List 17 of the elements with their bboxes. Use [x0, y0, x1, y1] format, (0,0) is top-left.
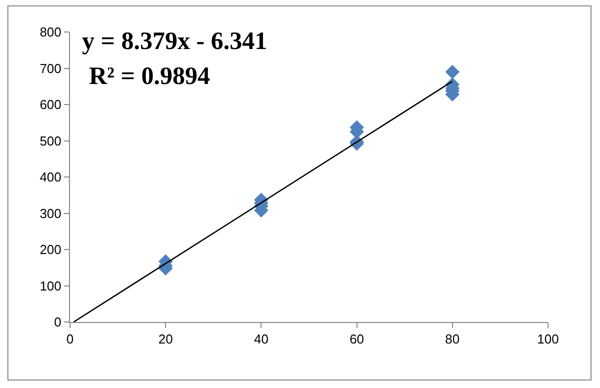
y-tick-label: 300 — [40, 206, 62, 221]
y-tick-label: 700 — [40, 60, 62, 76]
y-tick-label: 800 — [40, 24, 62, 40]
y-tick-label: 100 — [40, 278, 62, 294]
x-tick-label: 40 — [254, 332, 268, 347]
x-tick-label: 20 — [158, 332, 173, 347]
y-tick-label: 0 — [54, 314, 62, 330]
annotation: R² = 0.9894 — [89, 63, 211, 90]
x-tick-label: 60 — [350, 332, 364, 347]
y-tick-label: 600 — [40, 97, 62, 112]
y-tick-label: 400 — [40, 170, 62, 185]
annotation: y = 8.379x - 6.341 — [82, 28, 268, 55]
y-tick-label: 200 — [40, 242, 62, 258]
y-tick-label: 500 — [40, 133, 62, 148]
x-tick-label: 100 — [537, 332, 559, 347]
x-tick-label: 0 — [66, 332, 74, 347]
x-tick-label: 80 — [445, 332, 460, 347]
